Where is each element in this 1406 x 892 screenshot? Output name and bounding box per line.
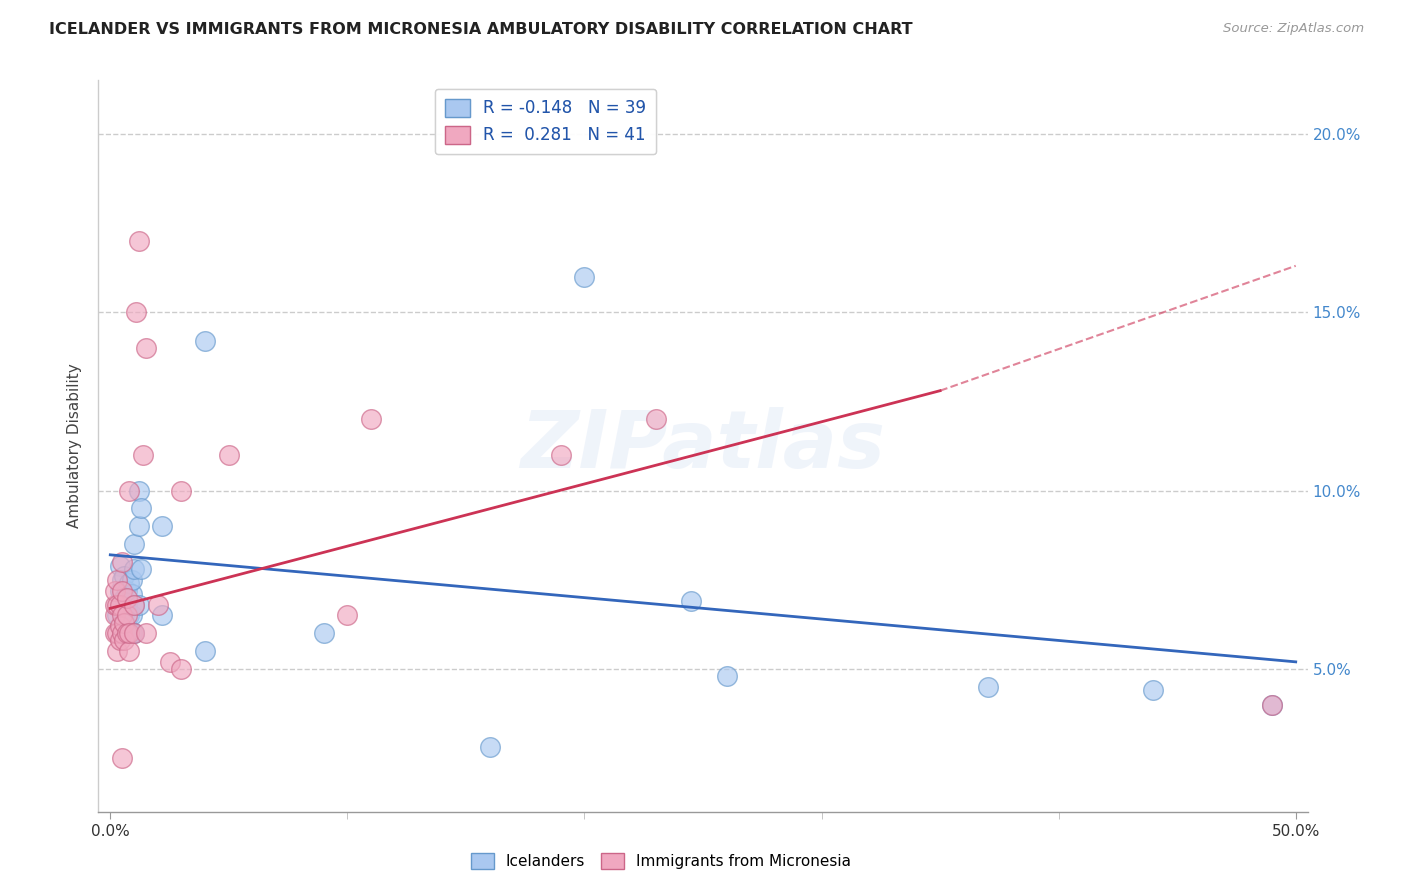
Point [114,608,136,623]
Point [1261,698,1284,712]
Point [115,591,138,605]
Point [114,569,136,583]
Point [118,644,141,658]
Point [108,558,131,573]
Point [129,562,152,576]
Point [152,608,174,623]
Point [111,594,134,608]
Point [550,448,572,462]
Point [121,626,143,640]
Point [105,644,128,658]
Point [115,598,138,612]
Point [128,483,150,498]
Point [115,619,138,633]
Point [111,626,134,640]
Point [152,519,174,533]
Point [105,608,128,623]
Point [128,598,150,612]
Point [114,615,136,630]
Point [115,583,138,598]
Point [108,583,131,598]
Point [1261,698,1284,712]
Point [104,608,127,623]
Point [118,576,141,591]
Point [312,626,335,640]
Point [336,608,359,623]
Point [122,598,145,612]
Point [976,680,998,694]
Point [111,751,134,765]
Point [128,234,150,248]
Point [115,608,138,623]
Point [218,448,240,462]
Point [194,334,217,348]
Text: Source: ZipAtlas.com: Source: ZipAtlas.com [1223,22,1364,36]
Point [118,483,141,498]
Point [105,598,128,612]
Point [716,669,738,683]
Point [478,740,501,755]
Point [121,587,143,601]
Point [108,598,131,612]
Point [104,598,127,612]
Point [108,619,131,633]
Point [1142,683,1164,698]
Text: ZIPatlas: ZIPatlas [520,407,886,485]
Point [118,626,141,640]
Point [129,501,152,516]
Point [194,644,217,658]
Point [644,412,666,426]
Point [114,591,136,605]
Point [122,626,145,640]
Point [104,583,127,598]
Legend: R = -0.148   N = 39, R =  0.281   N = 41: R = -0.148 N = 39, R = 0.281 N = 41 [434,88,657,154]
Point [170,662,193,676]
Point [128,519,150,533]
Point [121,573,143,587]
Point [105,626,128,640]
Point [121,608,143,623]
Point [111,573,134,587]
Legend: Icelanders, Immigrants from Micronesia: Icelanders, Immigrants from Micronesia [465,847,856,875]
Point [104,626,127,640]
Point [118,626,141,640]
Point [118,608,141,623]
Point [111,555,134,569]
Point [122,562,145,576]
Point [122,537,145,551]
Point [108,633,131,648]
Point [114,633,136,648]
Point [146,598,169,612]
Point [111,608,134,623]
Text: ICELANDER VS IMMIGRANTS FROM MICRONESIA AMBULATORY DISABILITY CORRELATION CHART: ICELANDER VS IMMIGRANTS FROM MICRONESIA … [49,22,912,37]
Point [132,448,155,462]
Point [135,626,157,640]
Point [125,305,148,319]
Point [170,483,193,498]
Point [115,626,138,640]
Point [122,598,145,612]
Point [360,412,382,426]
Point [574,269,596,284]
Point [159,655,181,669]
Point [111,583,134,598]
Point [135,341,157,355]
Point [122,626,145,640]
Point [105,573,128,587]
Y-axis label: Ambulatory Disability: Ambulatory Disability [67,364,83,528]
Point [681,594,703,608]
